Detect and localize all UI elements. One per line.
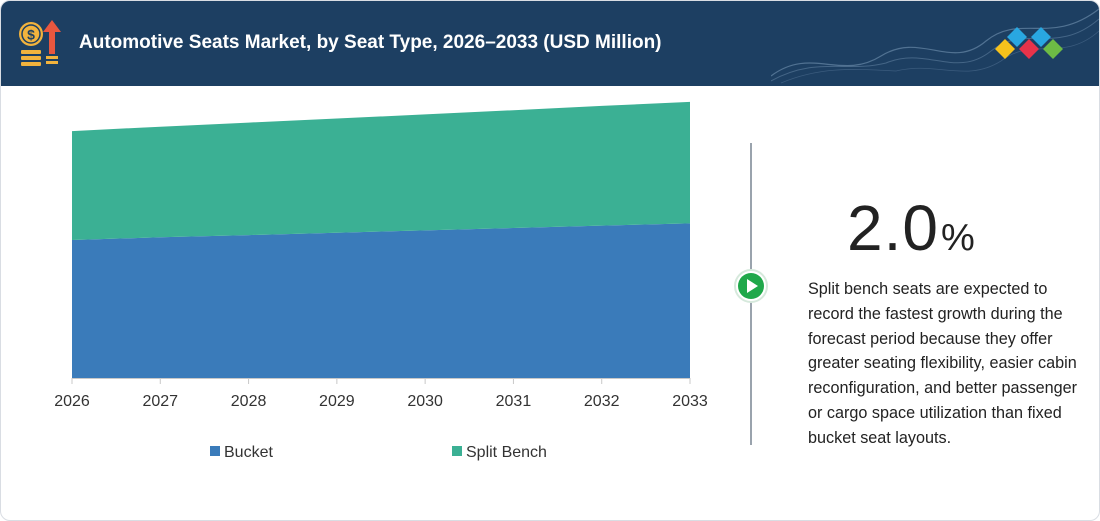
kpi-description: Split bench seats are expected to record… bbox=[808, 280, 1078, 447]
play-arrow-icon bbox=[734, 269, 768, 303]
x-tick-label: 2027 bbox=[142, 393, 178, 410]
chart-legend: Bucket Split Bench bbox=[1, 444, 741, 464]
legend-item-bucket: Bucket bbox=[210, 444, 273, 462]
x-tick-label: 2030 bbox=[407, 393, 443, 410]
svg-text:$: $ bbox=[27, 27, 35, 43]
money-growth-icon: $ bbox=[19, 20, 61, 66]
area-series-split-bench bbox=[72, 101, 690, 241]
area-series-bucket bbox=[72, 223, 690, 378]
kpi-unit: % bbox=[940, 217, 975, 259]
x-tick-label: 2028 bbox=[231, 393, 267, 410]
header-bar: $ Automotive Seats Market, by Seat Type,… bbox=[1, 1, 1099, 86]
x-tick-label: 2026 bbox=[54, 393, 90, 410]
legend-swatch-split-bench bbox=[452, 446, 462, 456]
legend-item-split-bench: Split Bench bbox=[452, 444, 547, 462]
x-tick-label: 2033 bbox=[672, 393, 708, 410]
legend-label-split-bench: Split Bench bbox=[466, 444, 547, 461]
stacked-area-chart: 2026 2027 2028 2029 2030 2031 2032 2033 bbox=[54, 101, 708, 410]
legend-swatch-bucket bbox=[210, 446, 220, 456]
x-tick-label: 2032 bbox=[584, 393, 620, 410]
x-tick-label: 2031 bbox=[496, 393, 532, 410]
kpi-growth-rate: 2.0% bbox=[847, 191, 975, 265]
x-tick-label: 2029 bbox=[319, 393, 355, 410]
legend-label-bucket: Bucket bbox=[224, 444, 273, 461]
kpi-value: 2.0 bbox=[847, 192, 939, 264]
page-title: Automotive Seats Market, by Seat Type, 2… bbox=[79, 32, 662, 53]
brand-diamonds-logo bbox=[995, 27, 1063, 59]
